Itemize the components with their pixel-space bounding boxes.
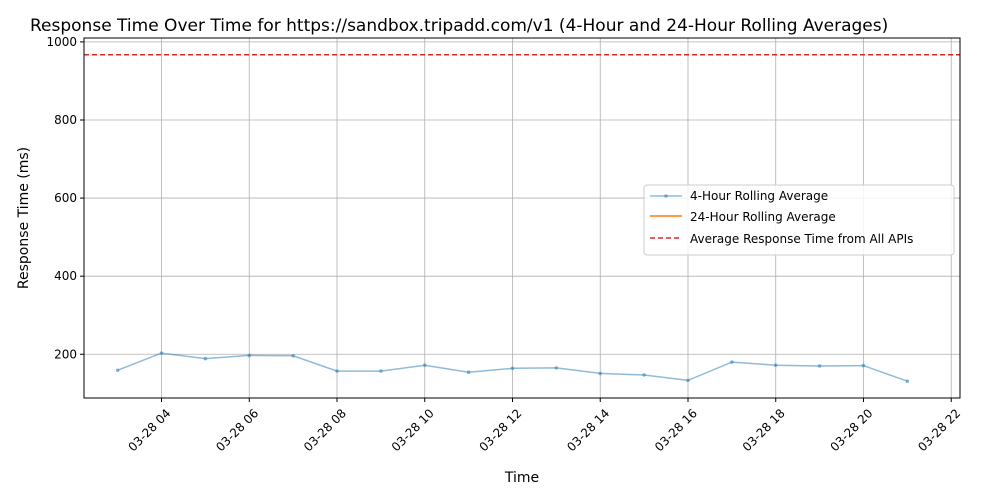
data-point <box>817 364 822 368</box>
x-tick-label: 03-28 18 <box>740 406 788 454</box>
y-tick-label: 1000 <box>46 35 77 49</box>
data-point <box>422 363 427 368</box>
data-point <box>554 366 559 370</box>
x-tick-label: 03-28 06 <box>213 406 261 454</box>
data-point <box>159 351 164 355</box>
data-point <box>598 371 603 376</box>
data-point <box>115 368 120 373</box>
x-axis-label: Time <box>504 470 539 486</box>
data-point <box>642 373 646 377</box>
x-tick-label: 03-28 16 <box>652 406 700 454</box>
x-tick-label: 03-28 14 <box>564 406 612 454</box>
data-point <box>905 379 910 384</box>
y-tick-label: 600 <box>54 191 77 205</box>
legend-label-4h: 4-Hour Rolling Average <box>690 189 828 203</box>
legend-marker-4h <box>664 194 668 198</box>
x-tick-label: 03-28 10 <box>389 406 437 454</box>
y-axis-label: Response Time (ms) <box>16 147 32 289</box>
data-point <box>773 363 778 368</box>
data-point <box>861 363 866 368</box>
y-tick-label: 200 <box>54 347 77 361</box>
legend-label-reference: Average Response Time from All APIs <box>690 232 913 246</box>
data-point <box>379 369 383 373</box>
x-tick-label: 03-28 22 <box>915 406 963 454</box>
data-point <box>686 378 690 383</box>
data-point <box>466 370 471 375</box>
legend: 4-Hour Rolling Average 24-Hour Rolling A… <box>643 184 955 256</box>
series-layer <box>115 351 910 384</box>
data-point <box>291 354 295 358</box>
chart-title: Response Time Over Time for https://sand… <box>30 16 888 36</box>
x-tick-label: 03-28 20 <box>827 406 875 454</box>
data-point <box>247 353 252 358</box>
data-point <box>203 356 208 361</box>
x-tick-label: 03-28 08 <box>301 406 349 454</box>
legend-box <box>643 184 955 256</box>
y-tick-label: 400 <box>54 269 77 283</box>
x-tick-label: 03-28 04 <box>126 406 174 454</box>
data-point <box>510 366 515 371</box>
y-tick-label: 800 <box>54 113 77 127</box>
data-point <box>335 369 339 373</box>
plot-frame <box>83 37 961 399</box>
x-tick-label: 03-28 12 <box>477 406 525 454</box>
data-point <box>730 360 734 364</box>
legend-label-24h: 24-Hour Rolling Average <box>690 210 836 224</box>
